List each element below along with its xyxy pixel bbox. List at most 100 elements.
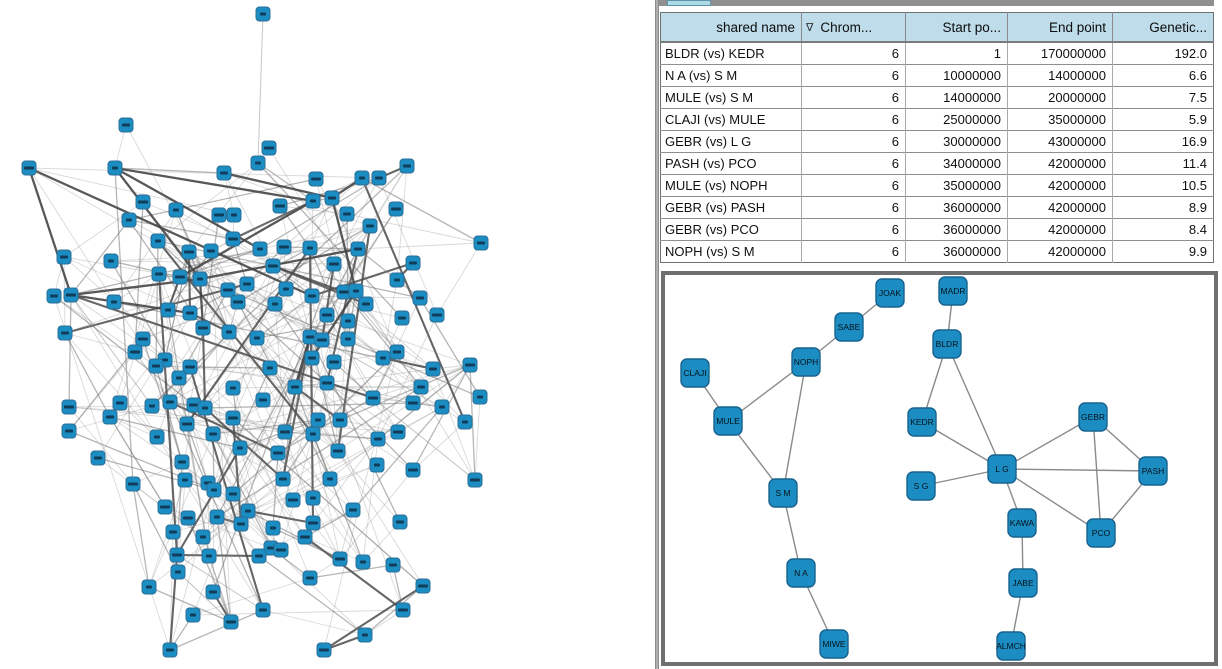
overview-node[interactable] — [348, 283, 364, 299]
overview-node[interactable] — [135, 331, 151, 347]
overview-node[interactable] — [179, 416, 195, 432]
overview-node[interactable] — [141, 579, 157, 595]
overview-node[interactable] — [144, 398, 160, 414]
overview-node[interactable] — [107, 160, 123, 176]
node-gebr[interactable]: GEBR — [1078, 402, 1108, 432]
overview-node[interactable] — [339, 206, 355, 222]
overview-node[interactable] — [462, 357, 478, 373]
overview-node[interactable] — [399, 158, 415, 174]
node-madr[interactable]: MADR — [938, 276, 968, 306]
overview-node[interactable] — [425, 361, 441, 377]
overview-node[interactable] — [388, 201, 404, 217]
overview-node[interactable] — [472, 389, 488, 405]
node-mule[interactable]: MULE — [713, 406, 743, 436]
overview-node[interactable] — [171, 370, 187, 386]
overview-node[interactable] — [201, 548, 217, 564]
overview-node[interactable] — [61, 423, 77, 439]
overview-node[interactable] — [233, 516, 249, 532]
overview-node[interactable] — [297, 529, 313, 545]
overview-node[interactable] — [278, 281, 294, 297]
overview-node[interactable] — [473, 235, 489, 251]
overview-node[interactable] — [216, 165, 232, 181]
overview-node[interactable] — [405, 255, 421, 271]
overview-node[interactable] — [205, 584, 221, 600]
overview-node[interactable] — [305, 515, 321, 531]
table-row[interactable]: NOPH (vs) S M 6 36000000 42000000 9.9 — [660, 240, 1214, 263]
overview-node[interactable] — [319, 307, 335, 323]
table-row[interactable]: PASH (vs) PCO 6 34000000 42000000 11.4 — [660, 152, 1214, 175]
table-row[interactable]: CLAJI (vs) MULE 6 25000000 35000000 5.9 — [660, 108, 1214, 131]
overview-node[interactable] — [308, 171, 324, 187]
overview-node[interactable] — [182, 359, 198, 375]
table-row[interactable]: GEBR (vs) PCO 6 36000000 42000000 8.4 — [660, 218, 1214, 241]
panel-divider[interactable] — [655, 0, 659, 669]
overview-node[interactable] — [371, 170, 387, 186]
overview-node[interactable] — [358, 296, 374, 312]
overview-node[interactable] — [305, 426, 321, 442]
overview-node[interactable] — [232, 440, 248, 456]
overview-node[interactable] — [251, 548, 267, 564]
overview-node[interactable] — [302, 570, 318, 586]
node-miwe[interactable]: MIWE — [819, 629, 849, 659]
overview-node[interactable] — [267, 296, 283, 312]
overview-node[interactable] — [195, 529, 211, 545]
overview-node[interactable] — [90, 450, 106, 466]
overview-node[interactable] — [192, 271, 208, 287]
overview-node[interactable] — [345, 502, 361, 518]
overview-node[interactable] — [332, 551, 348, 567]
overview-node[interactable] — [102, 409, 118, 425]
overview-node[interactable] — [151, 266, 167, 282]
overview-node[interactable] — [340, 331, 356, 347]
overview-node[interactable] — [302, 329, 318, 345]
overview-node[interactable] — [157, 499, 173, 515]
overview-node[interactable] — [265, 520, 281, 536]
overview-node[interactable] — [103, 253, 119, 269]
overview-node[interactable] — [275, 471, 291, 487]
detail-edge-l-g-gebr[interactable] — [1001, 416, 1094, 470]
table-row[interactable]: MULE (vs) NOPH 6 35000000 42000000 10.5 — [660, 174, 1214, 197]
overview-node[interactable] — [239, 276, 255, 292]
overview-node[interactable] — [121, 212, 137, 228]
overview-node[interactable] — [221, 324, 237, 340]
overview-node[interactable] — [285, 492, 301, 508]
overview-node[interactable] — [220, 282, 236, 298]
detail-edge-l-g-pco[interactable] — [1001, 468, 1102, 534]
overview-node[interactable] — [375, 350, 391, 366]
overview-node[interactable] — [287, 379, 303, 395]
node-jabe[interactable]: JABE — [1008, 568, 1038, 598]
overview-node[interactable] — [148, 358, 164, 374]
overview-node[interactable] — [195, 320, 211, 336]
overview-node[interactable] — [106, 294, 122, 310]
overview-node[interactable] — [135, 194, 151, 210]
overview-network-canvas[interactable] — [0, 0, 655, 669]
overview-node[interactable] — [276, 239, 292, 255]
overview-node[interactable] — [211, 207, 227, 223]
overview-node[interactable] — [319, 375, 335, 391]
overview-node[interactable] — [389, 272, 405, 288]
overview-node[interactable] — [250, 155, 266, 171]
overview-node[interactable] — [413, 379, 429, 395]
overview-node[interactable] — [272, 198, 288, 214]
overview-node[interactable] — [169, 547, 185, 563]
overview-node[interactable] — [112, 395, 128, 411]
overview-node[interactable] — [392, 514, 408, 530]
overview-node[interactable] — [405, 395, 421, 411]
overview-node[interactable] — [302, 240, 318, 256]
overview-node[interactable] — [305, 490, 321, 506]
overview-node[interactable] — [336, 284, 352, 300]
overview-node[interactable] — [340, 313, 356, 329]
overview-node[interactable] — [205, 426, 221, 442]
node-l-g[interactable]: L G — [987, 454, 1017, 484]
overview-node[interactable] — [370, 431, 386, 447]
overview-node[interactable] — [326, 354, 342, 370]
overview-node[interactable] — [316, 642, 332, 658]
overview-node[interactable] — [177, 472, 193, 488]
overview-node[interactable] — [434, 399, 450, 415]
column-header-start-po[interactable]: Start po... — [905, 12, 1008, 43]
overview-node[interactable] — [181, 244, 197, 260]
node-joak[interactable]: JOAK — [875, 278, 905, 308]
overview-node[interactable] — [225, 380, 241, 396]
overview-node[interactable] — [412, 290, 428, 306]
overview-node[interactable] — [249, 330, 265, 346]
node-n-a[interactable]: N A — [786, 558, 816, 588]
